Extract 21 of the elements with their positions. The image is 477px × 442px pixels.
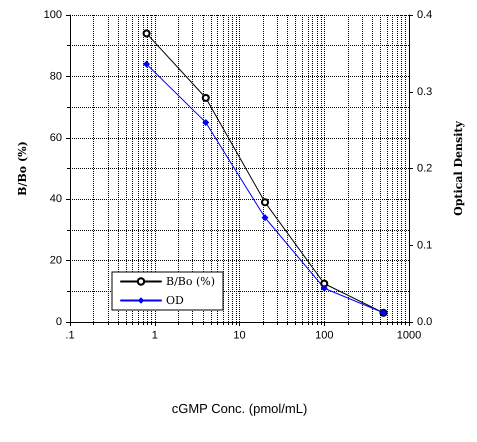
y2-tick-label: 0.0 — [417, 316, 432, 328]
y2-tick-label: 0.4 — [417, 9, 432, 21]
x-tick-label: .1 — [65, 330, 75, 342]
x-axis-title: cGMP Conc. (pmol/mL) — [172, 401, 308, 416]
y-tick-label: 80 — [50, 70, 62, 82]
x-tick-label: 1 — [152, 330, 158, 342]
y-axis-title: B/Bo (%) — [16, 141, 29, 196]
x-tick-label: 1000 — [396, 330, 422, 342]
x-tick-label: 100 — [315, 330, 334, 342]
legend-label: B/Bo (%) — [166, 275, 216, 288]
y2-tick-label: 0.1 — [417, 239, 432, 252]
y-tick-label: 20 — [50, 254, 62, 267]
x-tick-label: 10 — [233, 330, 246, 342]
y-tick-label: 60 — [50, 132, 62, 144]
y-tick-label: 0 — [56, 316, 62, 328]
y-tick-label: 40 — [50, 193, 62, 206]
y2-axis-title: Optical Density — [452, 120, 465, 216]
y-tick-label: 100 — [44, 9, 62, 21]
y2-tick-label: 0.2 — [417, 162, 432, 174]
legend-label: OD — [166, 294, 184, 307]
y2-tick-label: 0.3 — [417, 86, 432, 98]
